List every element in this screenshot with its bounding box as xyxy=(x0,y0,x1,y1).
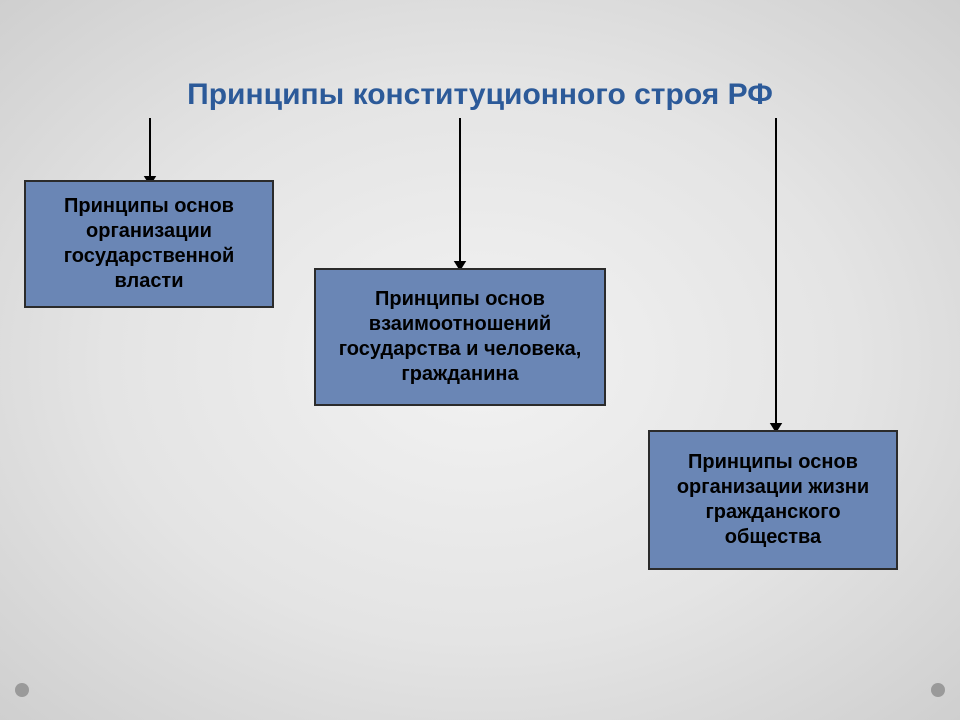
arrow-3 xyxy=(764,118,788,434)
nav-dot-next[interactable] xyxy=(931,683,945,697)
concept-box-label: Принципы основ организации государственн… xyxy=(36,194,262,294)
concept-box-label: Принципы основ организации жизни граждан… xyxy=(660,450,886,550)
concept-box-label: Принципы основ взаимоотношений государст… xyxy=(326,287,594,387)
slide-title: Принципы конституционного строя РФ xyxy=(0,78,960,112)
concept-box-state-citizen: Принципы основ взаимоотношений государст… xyxy=(314,268,606,406)
nav-dot-prev[interactable] xyxy=(15,683,29,697)
concept-box-civil-society: Принципы основ организации жизни граждан… xyxy=(648,430,898,570)
arrow-2 xyxy=(448,118,472,272)
slide-canvas: Принципы конституционного строя РФ Принц… xyxy=(0,0,960,720)
arrow-1 xyxy=(138,118,162,187)
concept-box-state-power: Принципы основ организации государственн… xyxy=(24,180,274,308)
